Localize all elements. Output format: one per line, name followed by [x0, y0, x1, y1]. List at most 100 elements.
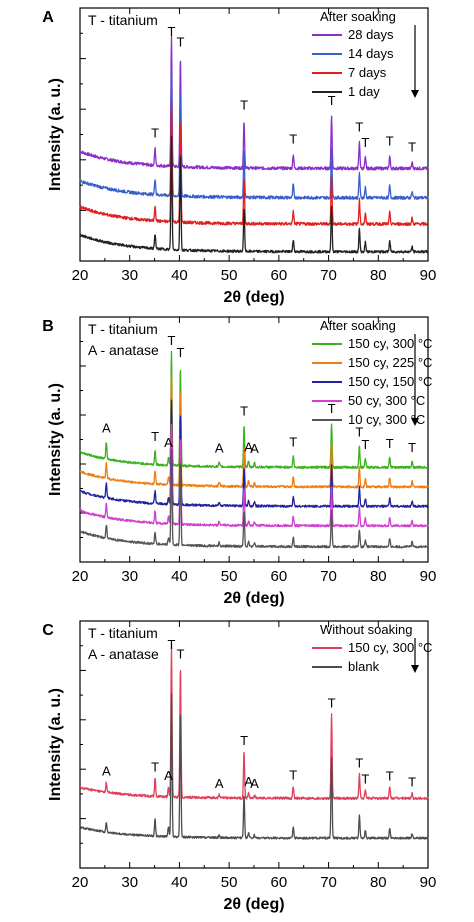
legend-label: 1 day [348, 84, 380, 99]
x-tick-label: 90 [420, 568, 437, 585]
series-line-14-days [79, 69, 429, 200]
phase-note: T - titanium [88, 12, 158, 28]
x-tick-label: 20 [72, 568, 89, 585]
x-tick-label: 40 [171, 267, 188, 284]
phase-note: A - anatase [88, 646, 159, 662]
peak-label: T [176, 647, 184, 662]
legend-label: 7 days [348, 65, 387, 80]
panel-letter: B [42, 318, 54, 335]
panel-letter: C [42, 622, 54, 639]
peak-label: T [176, 345, 184, 360]
x-tick-label: 70 [320, 568, 337, 585]
legend-label: 150 cy, 300 °C [348, 336, 432, 351]
legend-arrow-head [411, 418, 419, 426]
legend-title: Without soaking [320, 622, 413, 637]
series-line-150-cy-150-c [79, 399, 429, 509]
peak-label: A [215, 776, 224, 791]
x-tick-label: 30 [121, 267, 138, 284]
x-tick-label: 20 [72, 874, 89, 891]
phase-note: T - titanium [88, 321, 158, 337]
legend-label: 10 cy, 300 °C [348, 412, 425, 427]
panel-A: 20 30 40 50 60 70 80 90 2θ (deg) Intensity (a. u.… [42, 7, 437, 306]
phase-note: T - titanium [88, 625, 158, 641]
series-line-28-days [79, 35, 429, 171]
peak-label: T [328, 401, 336, 416]
peak-label: T [240, 733, 248, 748]
x-tick-label: 70 [320, 874, 337, 891]
peak-label: T [289, 767, 297, 782]
peak-label: T [386, 768, 394, 783]
peak-label: T [176, 34, 184, 49]
peak-label: T [408, 440, 416, 455]
x-axis-label: 2θ (deg) [223, 896, 284, 913]
series-line-7-days [79, 103, 429, 227]
peak-label: A [164, 435, 173, 450]
legend-label: 28 days [348, 27, 394, 42]
peak-label: T [151, 429, 159, 444]
peak-label: T [289, 132, 297, 147]
x-tick-label: 50 [221, 874, 238, 891]
peak-label: T [361, 437, 369, 452]
peak-label: T [167, 333, 175, 348]
panel-C: 20 30 40 50 60 70 80 90 2θ (deg) Intensity (a. u.… [42, 620, 437, 913]
peak-label: T [167, 24, 175, 39]
x-axis-label: 2θ (deg) [223, 590, 284, 607]
x-tick-label: 70 [320, 267, 337, 284]
legend-label: 150 cy, 225 °C [348, 355, 432, 370]
peak-label: A [102, 763, 111, 778]
peak-label: A [244, 774, 253, 789]
peak-label: A [164, 768, 173, 783]
y-axis-label: Intensity (a. u.) [47, 383, 64, 496]
peak-label: T [328, 696, 336, 711]
x-tick-label: 30 [121, 568, 138, 585]
series-line-10-cy-300-c [79, 448, 429, 549]
legend-label: blank [348, 659, 380, 674]
peak-label: T [408, 774, 416, 789]
x-tick-label: 80 [370, 874, 387, 891]
peak-label: T [240, 403, 248, 418]
x-axis-label: 2θ (deg) [223, 289, 284, 306]
peak-label: A [250, 441, 259, 456]
x-tick-label: 60 [271, 267, 288, 284]
peak-label: A [244, 440, 253, 455]
legend-label: 14 days [348, 46, 394, 61]
y-axis-label: Intensity (a. u.) [47, 78, 64, 191]
x-tick-label: 40 [171, 874, 188, 891]
series-line-150-cy-225-c [79, 375, 429, 489]
peak-label: T [386, 436, 394, 451]
x-tick-label: 50 [221, 267, 238, 284]
peak-label: A [102, 420, 111, 435]
x-tick-label: 80 [370, 267, 387, 284]
x-tick-label: 90 [420, 267, 437, 284]
peak-label: T [386, 133, 394, 148]
phase-note: A - anatase [88, 342, 159, 358]
x-tick-label: 60 [271, 874, 288, 891]
x-tick-label: 40 [171, 568, 188, 585]
series-line-150-cy-300-c [79, 350, 429, 470]
x-tick-label: 80 [370, 568, 387, 585]
peak-label: T [240, 97, 248, 112]
y-axis-label: Intensity (a. u.) [47, 688, 64, 801]
legend-label: 150 cy, 150 °C [348, 374, 432, 389]
peak-label: T [289, 434, 297, 449]
legend-arrow-head [411, 90, 419, 98]
legend-title: After soaking [320, 318, 396, 333]
legend-label: 150 cy, 300 °C [348, 640, 432, 655]
peak-label: T [151, 759, 159, 774]
x-tick-label: 90 [420, 874, 437, 891]
peak-label: T [361, 771, 369, 786]
x-tick-label: 60 [271, 568, 288, 585]
peak-label: T [355, 755, 363, 770]
peak-label: T [151, 126, 159, 141]
peak-label: T [355, 119, 363, 134]
legend-title: After soaking [320, 9, 396, 24]
x-tick-label: 50 [221, 568, 238, 585]
legend-arrow-head [411, 665, 419, 673]
legend-label: 50 cy, 300 °C [348, 393, 425, 408]
peak-label: T [328, 93, 336, 108]
peak-label: A [250, 776, 259, 791]
peak-label: T [408, 139, 416, 154]
panel-letter: A [42, 9, 54, 26]
x-tick-label: 30 [121, 874, 138, 891]
